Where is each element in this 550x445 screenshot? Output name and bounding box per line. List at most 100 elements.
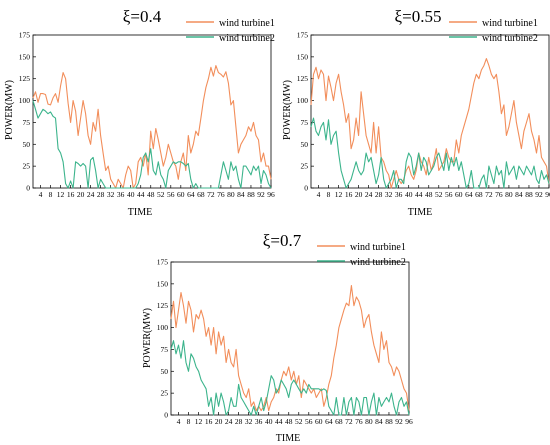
series-line-wind-turbine2 [310, 117, 550, 189]
y-tick-label: 100 [19, 96, 31, 105]
y-tick-label: 150 [19, 52, 31, 61]
x-tick-label: 12 [335, 190, 343, 199]
x-tick-label: 76 [495, 190, 503, 199]
x-tick-label: 8 [187, 417, 191, 426]
y-axis-label: POWER(MW) [142, 308, 153, 368]
x-tick-label: 36 [255, 417, 263, 426]
x-axis-label: TIME [276, 433, 300, 444]
x-tick-label: 8 [327, 190, 331, 199]
x-tick-label: 64 [465, 190, 473, 199]
x-tick-label: 16 [345, 190, 353, 199]
x-tick-label: 28 [97, 190, 105, 199]
x-tick-label: 40 [127, 190, 135, 199]
x-tick-label: 48 [425, 190, 433, 199]
chart-title: ξ=0.4 [123, 7, 162, 26]
x-tick-label: 16 [205, 417, 213, 426]
x-tick-label: 60 [177, 190, 185, 199]
series-line-wind-turbine2 [170, 340, 410, 416]
y-tick-label: 25 [23, 162, 31, 171]
y-tick-label: 125 [157, 301, 169, 310]
x-tick-label: 4 [177, 417, 181, 426]
y-tick-label: 0 [26, 184, 30, 193]
series-line-wind-turbine1 [170, 285, 410, 412]
x-tick-label: 32 [385, 190, 393, 199]
y-tick-label: 100 [297, 96, 309, 105]
y-tick-label: 50 [161, 367, 169, 376]
x-axis-label: TIME [128, 207, 152, 218]
chart-panel-xi-0-7: ξ=0.7 TIME POWER(MW) wind turbine1 wind … [142, 231, 413, 444]
x-tick-label: 40 [265, 417, 273, 426]
x-tick-label: 80 [365, 417, 373, 426]
y-tick-label: 175 [19, 31, 31, 40]
x-tick-label: 28 [235, 417, 243, 426]
x-tick-label: 76 [355, 417, 363, 426]
x-tick-label: 36 [395, 190, 403, 199]
x-tick-label: 24 [87, 190, 95, 199]
x-tick-label: 12 [57, 190, 65, 199]
y-tick-label: 75 [23, 118, 31, 127]
x-tick-label: 4 [39, 190, 43, 199]
x-tick-label: 32 [107, 190, 115, 199]
x-tick-label: 92 [395, 417, 403, 426]
x-tick-label: 76 [217, 190, 225, 199]
legend-label-wind-turbine2: wind turbine2 [482, 33, 538, 44]
legend-label-wind-turbine2: wind turbine2 [219, 33, 275, 44]
y-tick-label: 75 [301, 118, 309, 127]
y-tick-label: 175 [297, 31, 309, 40]
x-tick-label: 8 [49, 190, 53, 199]
plot-frame [170, 261, 410, 416]
series-line-wind-turbine1 [32, 65, 272, 189]
x-tick-label: 16 [67, 190, 75, 199]
y-tick-label: 25 [161, 389, 169, 398]
x-tick-label: 84 [237, 190, 245, 199]
x-tick-label: 28 [375, 190, 383, 199]
legend-label-wind-turbine2: wind turbine2 [350, 257, 406, 268]
series-line-wind-turbine2 [32, 100, 272, 189]
x-tick-label: 68 [335, 417, 343, 426]
x-tick-label: 68 [197, 190, 205, 199]
x-tick-label: 20 [77, 190, 85, 199]
y-axis-label: POWER(MW) [4, 80, 15, 140]
chart-title: ξ=0.55 [395, 7, 442, 26]
x-tick-label: 60 [315, 417, 323, 426]
x-tick-label: 56 [167, 190, 175, 199]
y-tick-label: 150 [157, 279, 169, 288]
x-tick-label: 60 [455, 190, 463, 199]
x-tick-label: 44 [137, 190, 145, 199]
x-tick-label: 44 [275, 417, 283, 426]
x-tick-label: 88 [385, 417, 393, 426]
chart-title: ξ=0.7 [263, 231, 302, 250]
y-tick-label: 125 [297, 74, 309, 83]
x-tick-label: 96 [545, 190, 550, 199]
y-tick-label: 125 [19, 74, 31, 83]
x-tick-label: 52 [295, 417, 303, 426]
x-tick-label: 96 [405, 417, 413, 426]
y-tick-label: 25 [301, 162, 309, 171]
y-axis-label: POWER(MW) [282, 80, 293, 140]
x-tick-label: 84 [375, 417, 383, 426]
x-tick-label: 20 [215, 417, 223, 426]
x-axis-label: TIME [408, 207, 432, 218]
x-tick-label: 56 [445, 190, 453, 199]
x-tick-label: 72 [345, 417, 353, 426]
x-tick-label: 44 [415, 190, 423, 199]
x-tick-label: 20 [355, 190, 363, 199]
plot-frame [32, 34, 272, 189]
x-tick-label: 92 [257, 190, 265, 199]
y-tick-label: 50 [301, 140, 309, 149]
x-tick-label: 52 [157, 190, 165, 199]
x-tick-label: 24 [225, 417, 233, 426]
x-tick-label: 64 [187, 190, 195, 199]
x-tick-label: 84 [515, 190, 523, 199]
x-tick-label: 48 [147, 190, 155, 199]
x-tick-label: 88 [247, 190, 255, 199]
chart-panel-xi-0-55: ξ=0.55 TIME POWER(MW) wind turbine1 wind… [282, 7, 550, 218]
x-tick-label: 88 [525, 190, 533, 199]
x-tick-label: 40 [405, 190, 413, 199]
x-tick-label: 52 [435, 190, 443, 199]
legend-label-wind-turbine1: wind turbine1 [219, 18, 275, 29]
x-tick-label: 68 [475, 190, 483, 199]
legend-label-wind-turbine1: wind turbine1 [350, 242, 406, 253]
y-tick-label: 175 [157, 258, 169, 267]
